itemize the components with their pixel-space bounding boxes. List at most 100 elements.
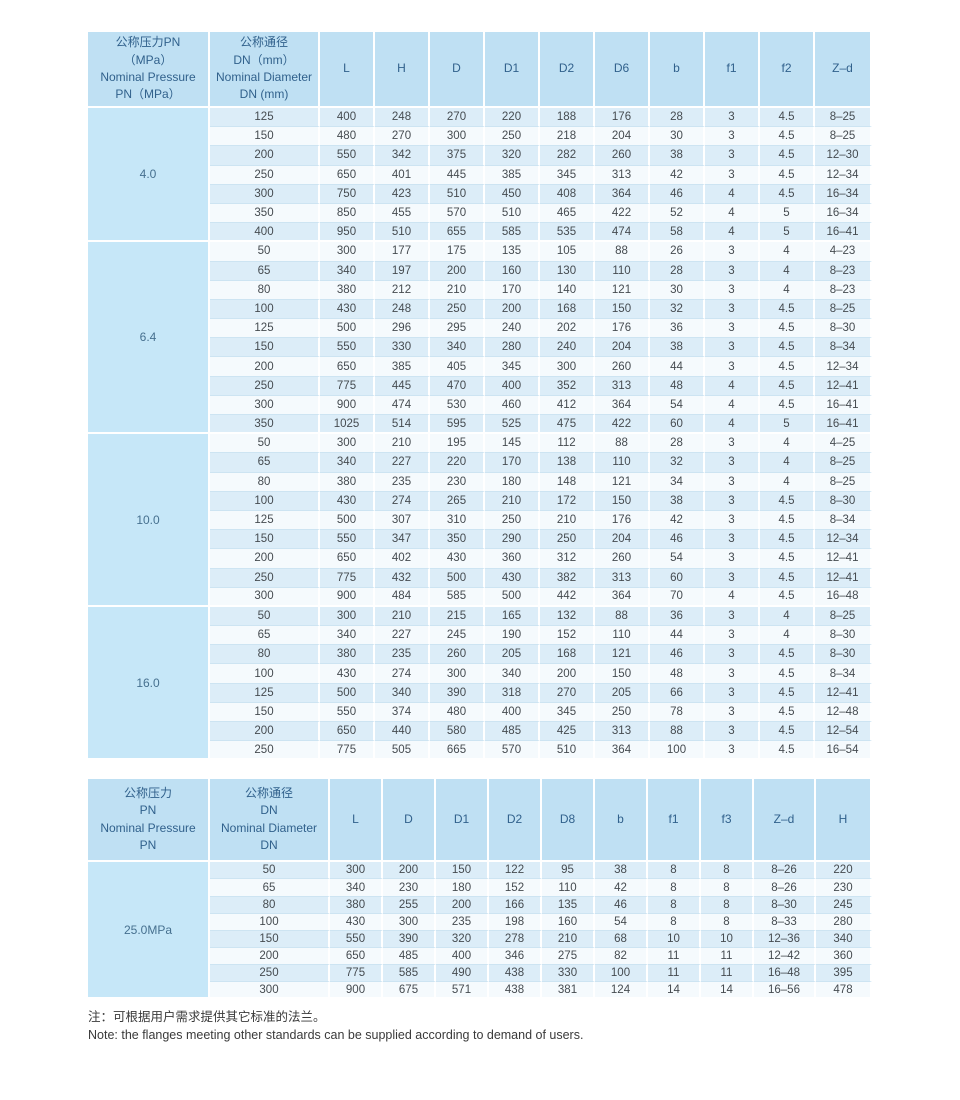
spec-cell: 4 [760, 280, 815, 300]
spec-cell: 180 [485, 472, 540, 492]
spec-cell: 364 [595, 184, 650, 204]
table-row: 150 550 374 480 400 345 250 78 3 4.5 12–48 [88, 702, 872, 722]
spec-cell: 775 [320, 741, 375, 761]
table-row: 4.0 125 400 248 270 220 188 176 28 3 4.5 8–25 [88, 108, 872, 243]
spec-cell: 3 [705, 491, 760, 511]
dimension-column-header: D [383, 779, 436, 863]
spec-cell: 88 [650, 722, 705, 742]
spec-cell: 82 [595, 947, 648, 965]
spec-cell: 177 [375, 242, 430, 262]
table-row: 80 380 255 200 166 135 46 8 8 8–30 245 [88, 896, 872, 914]
spec-cell: 54 [595, 913, 648, 931]
dimension-column-header: b [650, 32, 705, 108]
spec-cell: 5 [760, 415, 815, 435]
dn-cell: 100 [210, 491, 320, 511]
table-row: 65 340 227 245 190 152 110 44 3 4 8–30 [88, 626, 872, 646]
spec-cell: 14 [648, 982, 701, 1000]
spec-cell: 525 [485, 415, 540, 435]
spec-cell: 8–25 [815, 127, 872, 147]
dimension-column-header: f1 [648, 779, 701, 863]
spec-cell: 300 [430, 664, 485, 684]
spec-cell: 200 [540, 664, 595, 684]
spec-cell: 650 [320, 722, 375, 742]
spec-cell: 16–41 [815, 223, 872, 243]
spec-cell: 200 [430, 261, 485, 281]
spec-cell: 470 [430, 376, 485, 396]
dn-cell: 100 [210, 913, 330, 931]
spec-cell: 490 [436, 964, 489, 983]
dimension-column-header: L [320, 32, 375, 108]
spec-cell: 230 [383, 879, 436, 897]
spec-cell: 500 [320, 683, 375, 703]
spec-cell: 422 [595, 203, 650, 224]
spec-cell: 16–56 [754, 982, 816, 1000]
spec-cell: 70 [650, 587, 705, 607]
spec-cell: 340 [320, 453, 375, 473]
spec-cell: 352 [540, 376, 595, 396]
pressure-column-header: 公称压力 PN Nominal Pressure PN [88, 779, 210, 863]
spec-cell: 4 [760, 453, 815, 473]
flange-spec-table-25mpa: 公称压力 PN Nominal Pressure PN 公称通径 DN Nomin… [88, 779, 872, 1000]
spec-cell: 295 [430, 319, 485, 339]
spec-cell: 4.5 [760, 338, 815, 358]
dimension-column-header: b [595, 779, 648, 863]
spec-cell: 230 [430, 472, 485, 492]
spec-cell: 474 [595, 223, 650, 243]
spec-cell: 250 [595, 702, 650, 722]
table-row: 125 500 296 295 240 202 176 36 3 4.5 8–30 [88, 319, 872, 339]
spec-cell: 265 [430, 491, 485, 511]
spec-cell: 900 [320, 395, 375, 415]
spec-cell: 54 [650, 549, 705, 569]
spec-cell: 4 [705, 415, 760, 435]
spec-cell: 300 [383, 913, 436, 931]
spec-cell: 430 [320, 664, 375, 684]
spec-cell: 270 [430, 108, 485, 128]
spec-cell: 12–34 [815, 165, 872, 185]
spec-cell: 4.5 [760, 299, 815, 320]
spec-cell: 400 [436, 947, 489, 965]
spec-cell: 550 [330, 930, 383, 948]
table-row: 250 650 401 445 385 345 313 42 3 4.5 12–34 [88, 165, 872, 185]
spec-cell: 290 [485, 530, 540, 550]
dimension-column-header: f3 [701, 779, 754, 863]
spec-cell: 260 [595, 357, 650, 377]
spec-cell: 250 [485, 510, 540, 531]
table-row: 25.0MPa 50 300 200 150 122 95 38 8 8 8–26 220 [88, 862, 872, 1000]
spec-cell: 100 [595, 964, 648, 983]
spec-cell: 313 [595, 568, 650, 588]
spec-cell: 3 [705, 530, 760, 550]
spec-cell: 505 [375, 741, 430, 761]
spec-cell: 4 [705, 203, 760, 224]
spec-cell: 900 [330, 982, 383, 1000]
spec-cell: 8 [648, 862, 701, 880]
spec-cell: 3 [705, 645, 760, 665]
spec-cell: 100 [650, 741, 705, 761]
pressure-group-cell: 6.4 [88, 242, 210, 435]
spec-cell: 438 [489, 964, 542, 983]
spec-cell: 300 [330, 862, 383, 880]
dn-cell: 200 [210, 549, 320, 569]
spec-cell: 30 [650, 280, 705, 300]
spec-cell: 438 [489, 982, 542, 1000]
spec-cell: 150 [595, 491, 650, 511]
spec-cell: 385 [375, 357, 430, 377]
spec-cell: 4.5 [760, 127, 815, 147]
spec-cell: 8–25 [815, 606, 872, 627]
spec-cell: 240 [540, 338, 595, 358]
spec-cell: 675 [383, 982, 436, 1000]
spec-cell: 650 [320, 357, 375, 377]
spec-cell: 250 [430, 299, 485, 320]
dimension-column-header: D1 [485, 32, 540, 108]
spec-cell: 340 [320, 626, 375, 646]
spec-cell: 78 [650, 702, 705, 722]
spec-cell: 66 [650, 683, 705, 703]
spec-cell: 775 [320, 376, 375, 396]
spec-cell: 430 [485, 568, 540, 588]
spec-cell: 10 [701, 930, 754, 948]
spec-cell: 245 [816, 896, 872, 914]
spec-cell: 200 [485, 299, 540, 320]
spec-cell: 347 [375, 530, 430, 550]
spec-cell: 8–34 [815, 338, 872, 358]
spec-cell: 38 [595, 862, 648, 880]
spec-cell: 422 [595, 415, 650, 435]
